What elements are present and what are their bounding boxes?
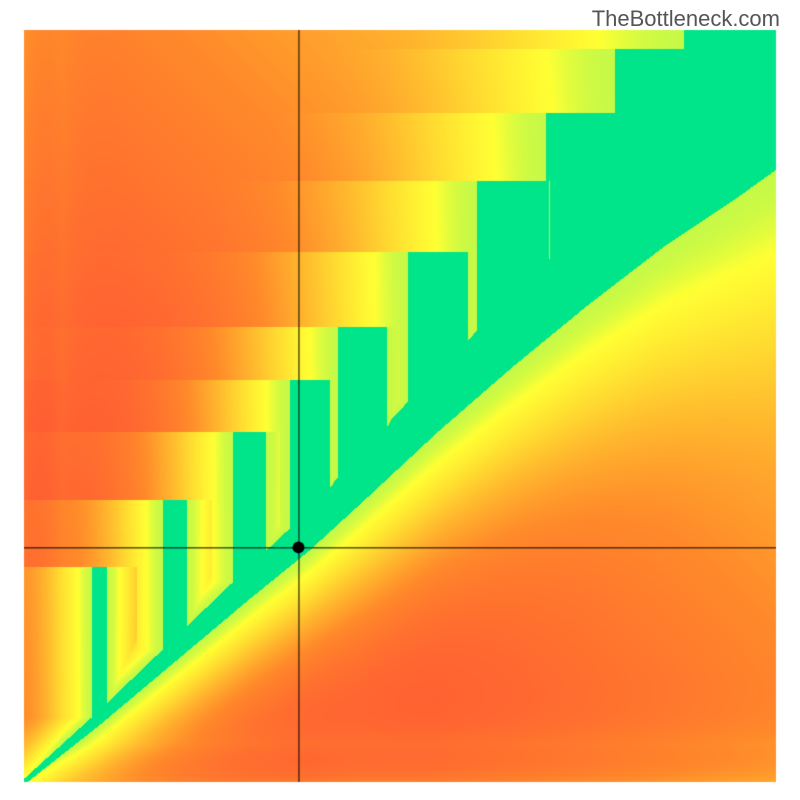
- chart-container: TheBottleneck.com: [0, 0, 800, 800]
- watermark-text: TheBottleneck.com: [592, 6, 780, 32]
- bottleneck-heatmap: [0, 0, 800, 800]
